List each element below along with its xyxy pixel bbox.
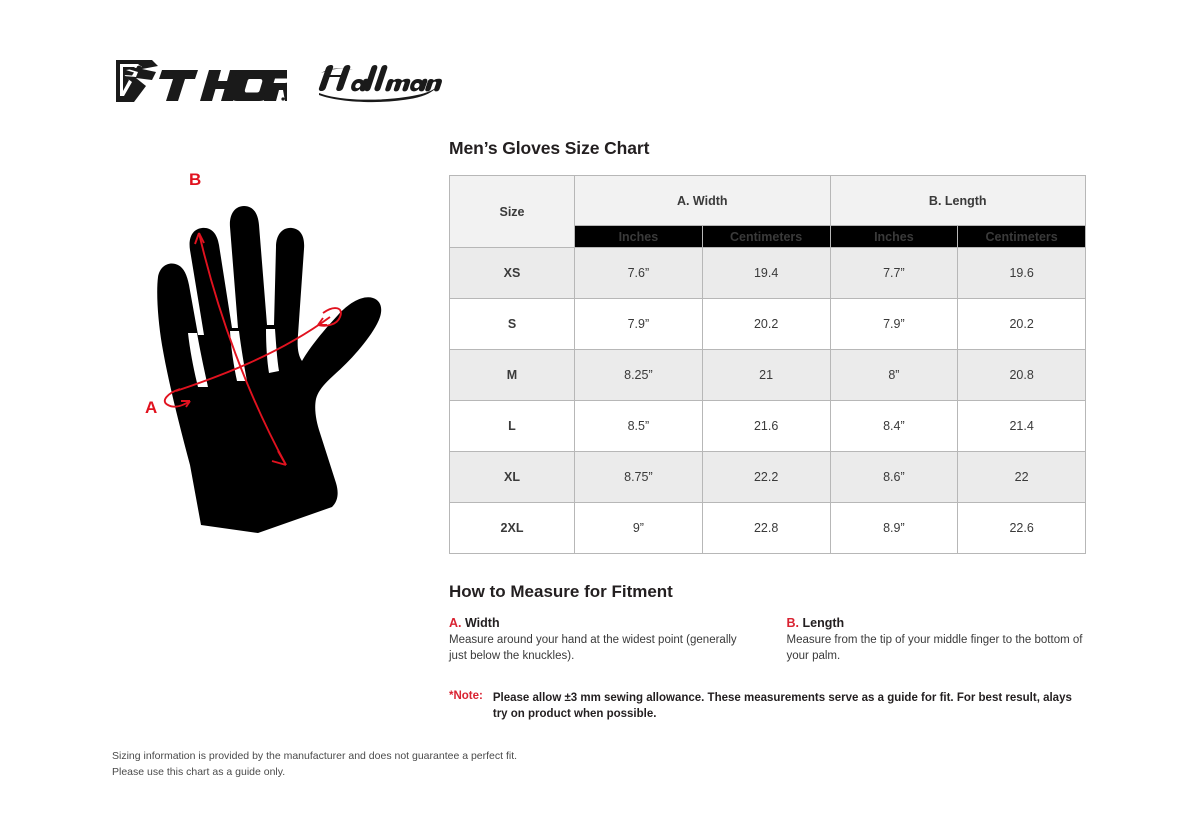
- size-chart-content: Men’s Gloves Size Chart Size A. Width B.…: [449, 138, 1086, 722]
- measure-columns: A. Width Measure around your hand at the…: [449, 616, 1086, 664]
- table-row: XL 8.75” 22.2 8.6” 22: [449, 451, 1086, 503]
- note-text: Please allow ±3 mm sewing allowance. The…: [492, 692, 1072, 721]
- cell-width-centimeters: 19.4: [701, 247, 831, 299]
- cell-length-centimeters: 19.6: [957, 247, 1086, 299]
- cell-length-inches: 7.9”: [829, 298, 959, 350]
- cell-size: XS: [449, 247, 575, 299]
- cell-length-centimeters: 20.8: [957, 349, 1086, 401]
- table-row: XS 7.6” 19.4 7.7” 19.6: [449, 247, 1086, 299]
- column-header-length-centimeters: Centimeters: [957, 225, 1086, 248]
- footer-disclaimer: Sizing information is provided by the ma…: [112, 748, 517, 781]
- measure-item-width: A. Width Measure around your hand at the…: [449, 616, 749, 664]
- measure-width-letter: A.: [449, 616, 462, 630]
- note-label: *Note:: [449, 690, 483, 703]
- column-header-width-inches: Inches: [574, 225, 703, 248]
- cell-width-centimeters: 20.2: [701, 298, 831, 350]
- measure-width-name: Width: [464, 616, 500, 630]
- table-header-group-row: Size A. Width B. Length: [449, 175, 1086, 248]
- table-row: S 7.9” 20.2 7.9” 20.2: [449, 298, 1086, 350]
- footer-line-2: Please use this chart as a guide only.: [112, 766, 286, 779]
- measure-length-description: Measure from the tip of your middle fing…: [786, 634, 1083, 662]
- footer-line-1: Sizing information is provided by the ma…: [112, 750, 518, 762]
- table-row: L 8.5” 21.6 8.4” 21.4: [449, 400, 1086, 452]
- cell-size: S: [449, 298, 575, 350]
- hand-silhouette-diagram: B A: [118, 165, 428, 535]
- label-a: A: [145, 398, 157, 417]
- cell-length-inches: 7.7”: [829, 247, 959, 299]
- thor-logo: [112, 56, 301, 111]
- column-header-width-centimeters: Centimeters: [701, 225, 831, 248]
- brand-logo-bar: [112, 52, 443, 114]
- cell-width-centimeters: 22.8: [701, 502, 831, 554]
- cell-length-centimeters: 21.4: [957, 400, 1086, 452]
- note-row: *Note: Please allow ±3 mm sewing allowan…: [449, 690, 1086, 722]
- cell-size: L: [449, 400, 575, 452]
- cell-width-inches: 8.75”: [574, 451, 703, 503]
- table-row: M 8.25” 21 8” 20.8: [449, 349, 1086, 401]
- hallman-logo: [313, 57, 443, 110]
- table-body: XS 7.6” 19.4 7.7” 19.6 S 7.9” 20.2 7.9” …: [449, 247, 1086, 554]
- column-group-width: A. Width: [574, 175, 831, 226]
- cell-width-inches: 9”: [574, 502, 703, 554]
- cell-size: XL: [449, 451, 575, 503]
- cell-length-centimeters: 22.6: [957, 502, 1086, 554]
- cell-width-inches: 8.25”: [574, 349, 703, 401]
- column-header-length-inches: Inches: [829, 225, 959, 248]
- cell-size: M: [449, 349, 575, 401]
- table-header-unit-row: Inches Centimeters Inches Centimeters: [450, 225, 1086, 248]
- column-group-length: B. Length: [829, 175, 1086, 226]
- cell-width-inches: 8.5”: [574, 400, 703, 452]
- measure-width-description: Measure around your hand at the widest p…: [449, 634, 737, 662]
- measure-item-length: B. Length Measure from the tip of your m…: [787, 616, 1087, 664]
- cell-length-centimeters: 22: [957, 451, 1086, 503]
- cell-size: 2XL: [449, 502, 575, 554]
- cell-width-inches: 7.6”: [574, 247, 703, 299]
- measure-length-heading: B. Length: [787, 616, 1087, 630]
- measure-section-title: How to Measure for Fitment: [449, 582, 673, 601]
- cell-width-centimeters: 21.6: [701, 400, 831, 452]
- cell-width-centimeters: 21: [701, 349, 831, 401]
- cell-length-inches: 8.9”: [829, 502, 959, 554]
- measure-length-letter: B.: [786, 616, 800, 630]
- table-row: 2XL 9” 22.8 8.9” 22.6: [449, 502, 1086, 554]
- cell-length-inches: 8.4”: [829, 400, 959, 452]
- label-b: B: [189, 170, 201, 189]
- cell-length-inches: 8”: [829, 349, 959, 401]
- column-header-size: Size: [449, 175, 575, 248]
- size-table: Size A. Width B. Length Inches Centimete…: [449, 175, 1086, 554]
- cell-width-centimeters: 22.2: [701, 451, 831, 503]
- measure-length-name: Length: [802, 616, 845, 630]
- cell-length-inches: 8.6”: [829, 451, 959, 503]
- cell-length-centimeters: 20.2: [957, 298, 1086, 350]
- cell-width-inches: 7.9”: [574, 298, 703, 350]
- measure-width-heading: A. Width: [449, 616, 749, 630]
- table-header: Size A. Width B. Length Inches Centimete…: [449, 175, 1086, 248]
- page-title: Men’s Gloves Size Chart: [449, 138, 650, 158]
